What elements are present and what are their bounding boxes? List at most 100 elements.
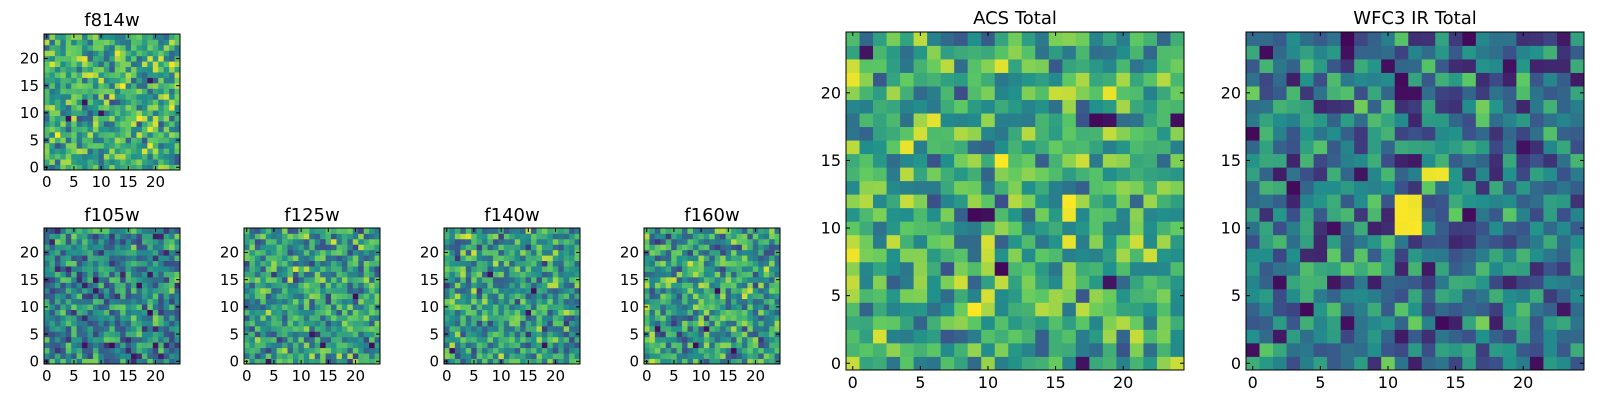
heatmap-cell bbox=[244, 336, 250, 343]
heatmap-cell bbox=[244, 353, 250, 359]
heatmap-cell bbox=[92, 353, 99, 359]
heatmap-cell bbox=[547, 255, 554, 262]
heatmap-cell bbox=[109, 50, 116, 57]
heatmap-cell bbox=[460, 315, 467, 321]
heatmap-cell bbox=[769, 320, 775, 327]
heatmap-cell bbox=[147, 342, 154, 349]
heatmap-cell bbox=[103, 121, 110, 127]
heatmap-cell bbox=[444, 233, 450, 240]
heatmap-cell bbox=[82, 61, 88, 68]
heatmap-cell bbox=[1116, 275, 1131, 290]
heatmap-cell bbox=[1008, 221, 1023, 236]
heatmap-cell bbox=[125, 238, 132, 245]
heatmap-cell bbox=[1129, 32, 1144, 46]
heatmap-cell bbox=[1556, 86, 1571, 100]
heatmap-cell bbox=[309, 244, 316, 251]
heatmap-cell bbox=[103, 153, 110, 160]
heatmap-cell bbox=[558, 358, 565, 365]
heatmap-cell bbox=[1116, 59, 1131, 73]
heatmap-cell bbox=[741, 266, 748, 272]
heatmap-cell bbox=[703, 347, 710, 354]
heatmap-cell bbox=[725, 276, 732, 283]
heatmap-cell bbox=[60, 82, 67, 89]
heatmap-cell bbox=[341, 347, 348, 354]
heatmap-cell bbox=[249, 353, 256, 359]
heatmap-cell bbox=[98, 315, 105, 321]
heatmap-cell bbox=[71, 153, 78, 160]
heatmap-cell bbox=[471, 320, 478, 327]
heatmap-cell bbox=[1170, 329, 1185, 344]
heatmap-cell bbox=[444, 287, 450, 294]
heatmap-cell bbox=[1102, 126, 1117, 141]
heatmap-cell bbox=[120, 331, 126, 338]
heatmap-cell bbox=[498, 342, 505, 349]
heatmap-cell bbox=[1129, 248, 1144, 263]
heatmap-cell bbox=[981, 194, 996, 209]
heatmap-cell bbox=[1075, 59, 1090, 73]
heatmap-cell bbox=[152, 238, 159, 245]
heatmap-cell bbox=[649, 244, 656, 251]
heatmap-cell bbox=[927, 261, 942, 276]
heatmap-cell bbox=[158, 331, 165, 338]
heatmap-cell bbox=[298, 287, 305, 294]
heatmap-cell bbox=[981, 72, 996, 87]
heatmap-cell bbox=[482, 266, 488, 272]
heatmap-cell bbox=[1475, 45, 1490, 60]
heatmap-cell bbox=[109, 331, 116, 338]
heatmap-cell bbox=[846, 275, 860, 290]
heatmap-cell bbox=[1246, 302, 1260, 317]
heatmap-cell bbox=[152, 44, 159, 51]
heatmap-cell bbox=[574, 287, 581, 294]
heatmap-cell bbox=[660, 260, 667, 267]
heatmap-cell bbox=[1246, 126, 1260, 141]
heatmap-cell bbox=[654, 336, 661, 343]
heatmap-cell bbox=[714, 244, 721, 251]
heatmap-cell bbox=[763, 255, 770, 262]
heatmap-cell bbox=[120, 325, 126, 332]
heatmap-cell bbox=[147, 115, 154, 122]
heatmap-cell bbox=[271, 347, 278, 354]
heatmap-cell bbox=[131, 131, 137, 138]
heatmap-cell bbox=[325, 342, 332, 349]
heatmap-cell bbox=[152, 325, 159, 332]
heatmap-cell bbox=[282, 347, 288, 354]
heatmap-cell bbox=[1381, 234, 1396, 249]
heatmap-cell bbox=[152, 137, 159, 144]
heatmap-cell bbox=[65, 298, 72, 305]
heatmap-cell bbox=[660, 342, 667, 349]
heatmap-cell bbox=[174, 238, 181, 245]
heatmap-cell bbox=[509, 276, 516, 283]
heatmap-cell bbox=[92, 320, 99, 327]
heatmap-cell bbox=[454, 315, 461, 321]
y-tick-label: 15 bbox=[620, 271, 639, 289]
heatmap-cell bbox=[60, 325, 67, 332]
heatmap-cell bbox=[1516, 180, 1531, 195]
heatmap-cell bbox=[1035, 99, 1050, 114]
heatmap-cell bbox=[1354, 221, 1369, 236]
heatmap-cell bbox=[649, 309, 656, 316]
heatmap-cell bbox=[449, 315, 456, 321]
heatmap-cell bbox=[120, 77, 126, 84]
heatmap-cell bbox=[71, 99, 78, 106]
heatmap-cell bbox=[249, 325, 256, 332]
heatmap-cell bbox=[954, 302, 969, 317]
heatmap-cell bbox=[114, 72, 121, 78]
heatmap-cell bbox=[487, 249, 494, 256]
heatmap-cell bbox=[731, 293, 737, 300]
heatmap-cell bbox=[487, 238, 494, 245]
heatmap-cell bbox=[1475, 32, 1490, 46]
heatmap-cell bbox=[692, 255, 699, 262]
heatmap-cell bbox=[541, 358, 548, 365]
heatmap-cell bbox=[1156, 248, 1171, 263]
heatmap-cell bbox=[1421, 315, 1436, 330]
heatmap-cell bbox=[1035, 275, 1050, 290]
heatmap-cell bbox=[76, 104, 83, 111]
heatmap-cell bbox=[174, 336, 181, 343]
heatmap-cell bbox=[714, 298, 721, 305]
heatmap-cell bbox=[265, 298, 272, 305]
heatmap-cell bbox=[1089, 207, 1104, 222]
heatmap-cell bbox=[358, 309, 365, 316]
x-tick-label: 20 bbox=[1513, 373, 1533, 392]
heatmap-cell bbox=[654, 293, 661, 300]
heatmap-cell bbox=[703, 309, 710, 316]
